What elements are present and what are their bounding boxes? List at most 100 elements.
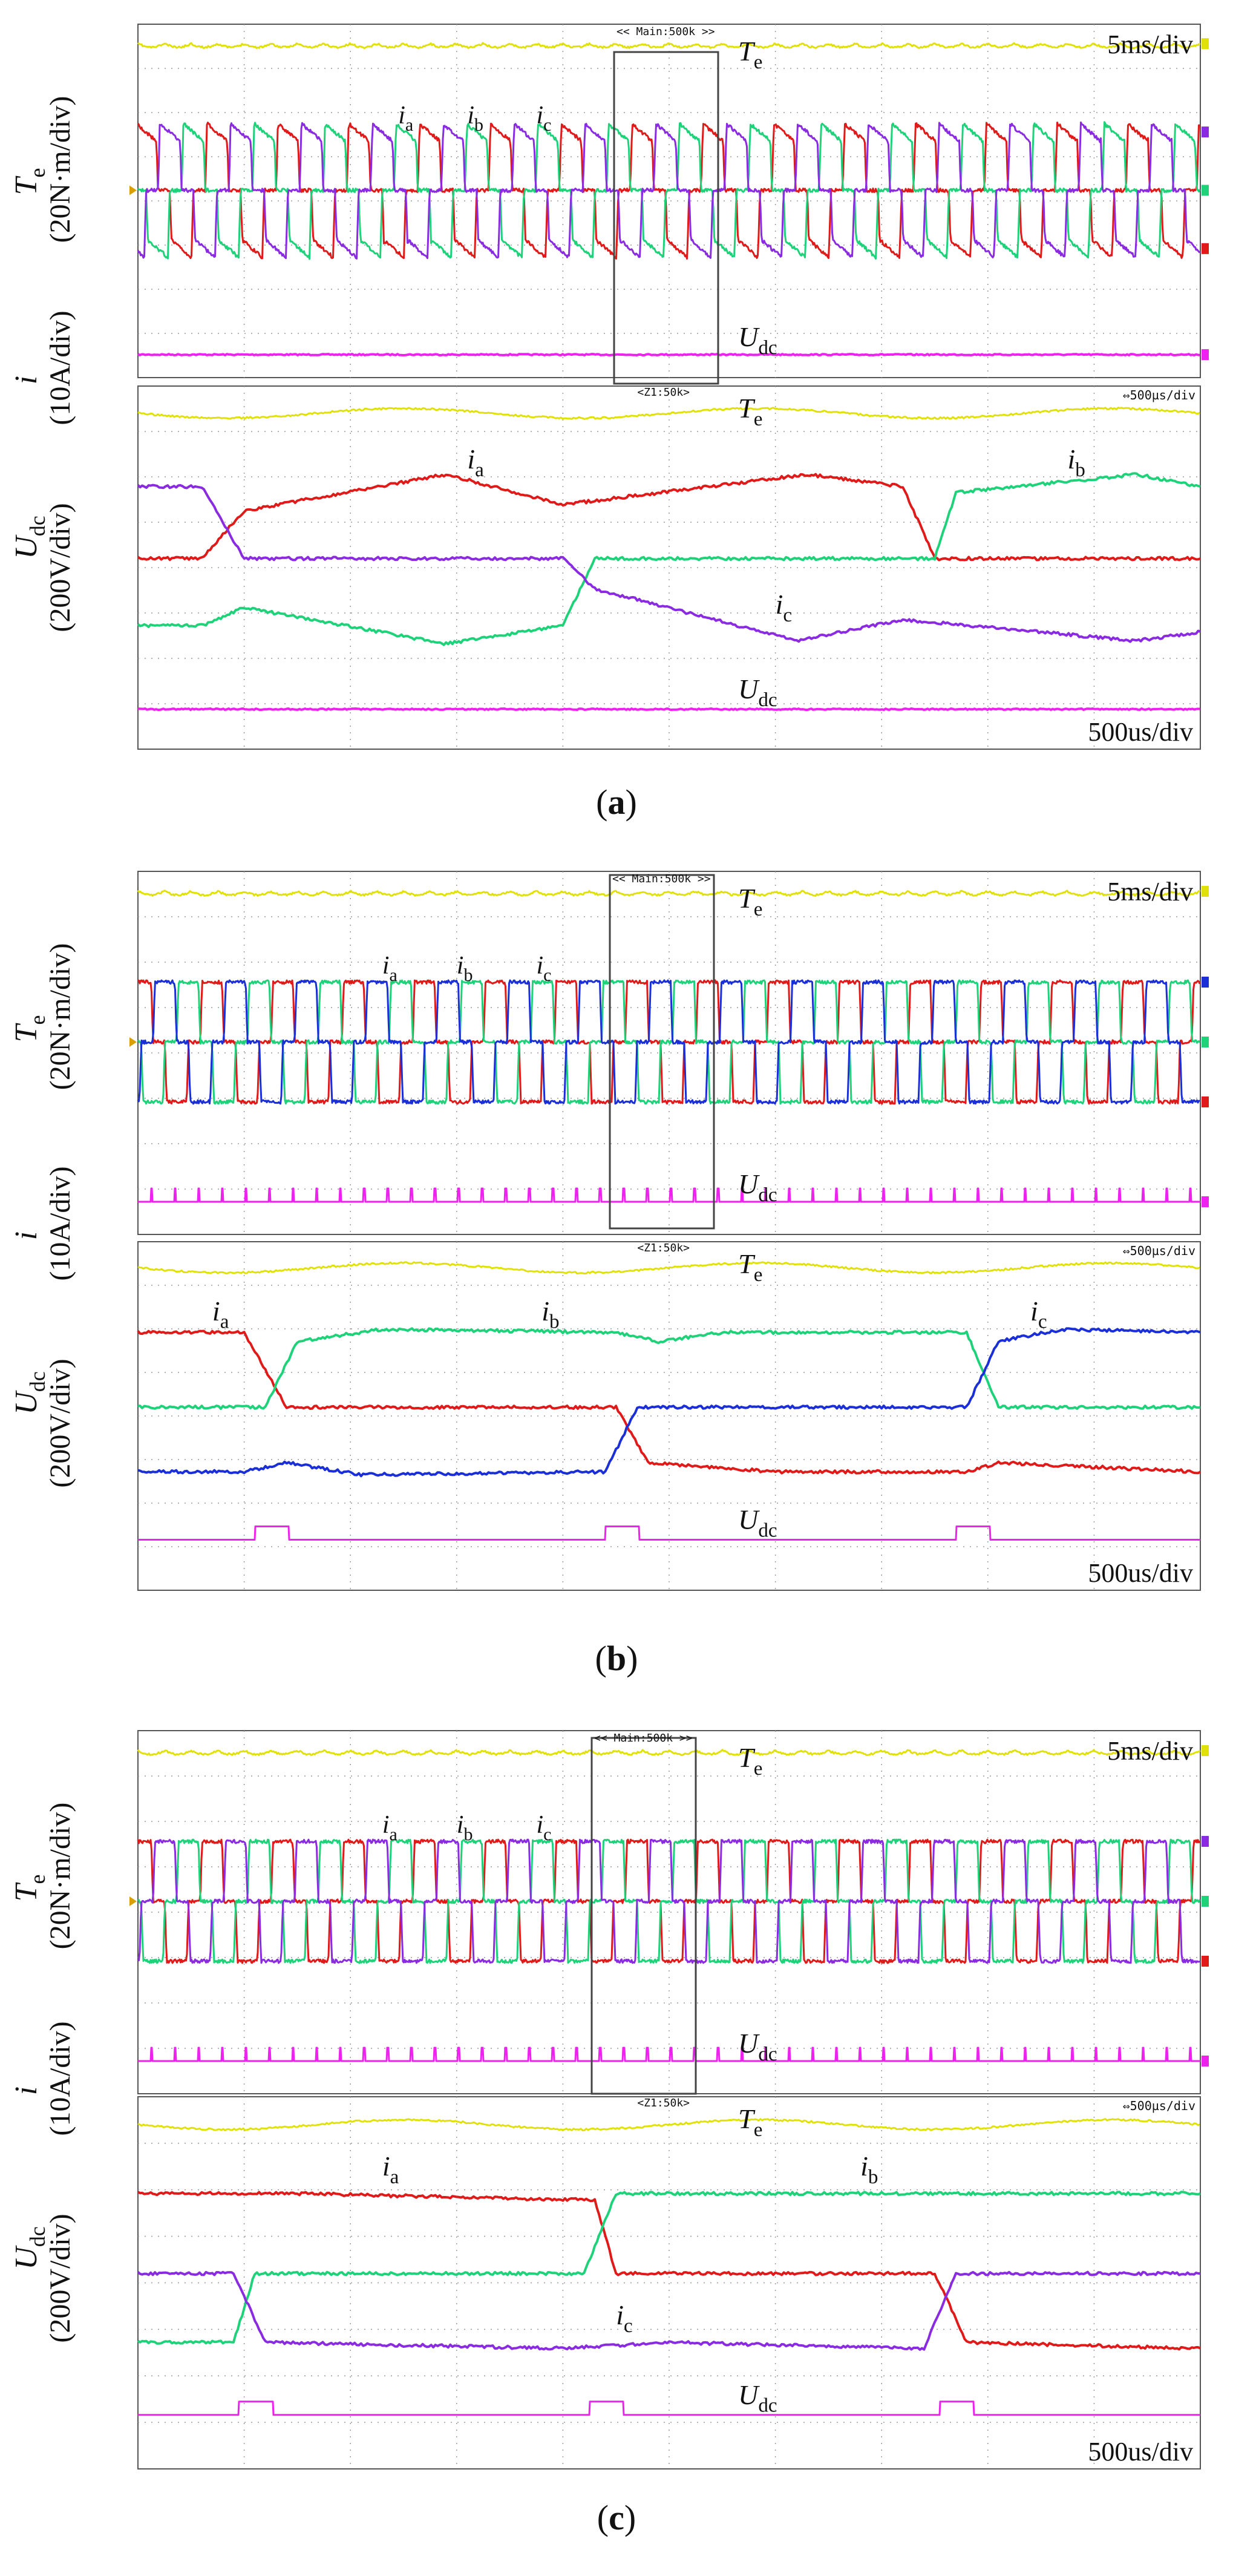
panel-1-top-ic-trace	[137, 979, 1200, 1105]
panel-2-zoom-ia-trace	[137, 2191, 1201, 2351]
panel-1-zoom-Te-trace	[137, 1261, 1200, 1275]
panel-0-axis-Te: Te	[9, 168, 50, 195]
label-main: i	[382, 952, 390, 980]
panel-2-top-ib-trace	[137, 1838, 1201, 1964]
panel-2-zoom-ib-trace	[137, 2191, 1201, 2345]
panel-1-top-Udc-label-sub: dc	[758, 1184, 777, 1206]
panel-2-zoom-ic-label-main: i	[616, 2299, 624, 2330]
panel-0-axis-Udc: Udc	[9, 516, 50, 559]
panel-0-axis-i: i	[9, 376, 44, 384]
panel-1-zoom-ia-label-main: i	[212, 1296, 220, 1326]
panel-1-top-Te-label-sub: e	[754, 898, 763, 920]
panel-1-Udc-marker	[1202, 1196, 1209, 1207]
panel-1-Te-marker	[1202, 886, 1209, 897]
panel-1-zoom-Udc-label-main: U	[738, 1504, 760, 1535]
panel-1-zoom-ic-label-sub: c	[1038, 1311, 1047, 1333]
panel-2-zoom-ib-label-main: i	[860, 2151, 868, 2181]
panel-0-zoom-corner: ⇔500µs/div	[1123, 388, 1195, 402]
axis-main: U	[9, 2245, 44, 2270]
panel-0-zoom-ic-label-sub: c	[783, 604, 792, 626]
panel-0-zoom-Udc-label: Udc	[738, 673, 777, 711]
panel-0-zoom-ia-trace	[137, 473, 1201, 562]
panel-0-zoom-ib-trace	[137, 472, 1201, 646]
panel-1-zoom-Te-label-main: T	[738, 1248, 756, 1279]
caption-open: (	[596, 782, 607, 822]
panel-0-zoom-ib-label-sub: b	[1075, 459, 1085, 481]
panel-1-zoom-Udc-trace	[137, 1526, 1201, 1541]
panel-0-marker-3	[1202, 243, 1209, 254]
panel-0-zoom-Te-label-sub: e	[754, 408, 763, 430]
axis-sub: e	[25, 1015, 50, 1025]
panel-1-zoom-ib-label-sub: b	[549, 1311, 560, 1333]
caption-close: )	[626, 1639, 638, 1678]
axis-sub: e	[25, 1875, 50, 1884]
panel-1-zoom-marker: <Z1:50k>	[637, 1242, 690, 1254]
panel-1-zoom-window	[609, 874, 715, 1230]
panel-0-marker-1	[1202, 126, 1209, 138]
panel-0-top-Udc-label-sub: dc	[758, 336, 777, 359]
panel-1-ground-marker	[129, 1037, 137, 1047]
panel-2-zoom-ia-label-sub: a	[390, 2166, 399, 2188]
panel-2-zoom-Te-trace	[137, 2118, 1200, 2132]
panel-2-marker-3	[1202, 1956, 1209, 1967]
axis-main: U	[9, 534, 44, 559]
panel-1-top-ia-trace	[137, 979, 1201, 1105]
panel-1-top-ib-label: ib	[457, 952, 473, 985]
panel-1-caption: (b)	[595, 1639, 638, 1678]
panel-0-top-Udc-label-main: U	[738, 321, 760, 352]
panel-2-top-timebase: 5ms/div	[1107, 1736, 1193, 1766]
label-sub: c	[543, 115, 551, 135]
panel-1-top-ib-trace	[137, 979, 1201, 1105]
panel-2-zoom-Te-label-sub: e	[754, 2119, 763, 2141]
panel-0-zoom-ia-label-main: i	[467, 444, 475, 474]
panel-0-Te-marker	[1202, 38, 1209, 50]
panel-2-zoom-marker: <Z1:50k>	[637, 2097, 690, 2109]
panel-0-axis-i-unit: (10A/div)	[44, 310, 76, 425]
panel-2-top-Udc-trace	[137, 2047, 1201, 2062]
panel-0-top-Te-label: Te	[738, 36, 762, 73]
panel-2-axis-Te-unit: (20N·m/div)	[44, 1803, 76, 1950]
caption-open: (	[595, 1639, 607, 1678]
label-sub: b	[463, 965, 473, 985]
panel-1-axis-i-unit: (10A/div)	[44, 1166, 76, 1280]
label-sub: a	[405, 115, 413, 135]
panel-1-zoom-corner: ⇔500µs/div	[1123, 1244, 1195, 1258]
panel-1-zoom-ia-label: ia	[212, 1296, 229, 1333]
panel-2-axis-i-unit: (10A/div)	[44, 2021, 76, 2135]
caption-letter: c	[609, 2498, 624, 2537]
panel-1-top-Udc-trace	[137, 1187, 1201, 1203]
panel-0-zoom-Udc-label-sub: dc	[758, 689, 777, 711]
panel-2-zoom-corner: ⇔500µs/div	[1123, 2099, 1195, 2113]
panel-2-zoom-Udc-label-main: U	[738, 2379, 760, 2410]
panel-1-main-marker: << Main:500k >>	[612, 873, 711, 885]
label-main: i	[398, 102, 405, 129]
label-sub: c	[543, 1824, 551, 1844]
panel-1-top-Te-label: Te	[738, 883, 762, 920]
panel-0-zoom-Te-trace	[137, 407, 1200, 420]
panel-1-zoom-Te-label: Te	[738, 1248, 762, 1286]
panel-1-top-Te-trace	[137, 890, 1201, 897]
panel-0-marker-2	[1202, 185, 1209, 196]
caption-close: )	[626, 782, 637, 822]
label-sub: a	[390, 965, 397, 985]
panel-0-main-marker: << Main:500k >>	[616, 25, 715, 38]
label-main: i	[457, 952, 464, 980]
panel-2-top-ib-label: ib	[457, 1811, 473, 1844]
panel-0-zoom-ia-label: ia	[467, 444, 484, 481]
panel-2-Te-marker	[1202, 1745, 1209, 1756]
panel-2-top-Udc-label: Udc	[738, 2028, 777, 2065]
panel-2-top-Udc-label-sub: dc	[758, 2043, 777, 2065]
panel-1-zoom-ic-label-main: i	[1030, 1296, 1038, 1326]
panel-2-top-Te-label-sub: e	[754, 1757, 763, 1780]
panel-1-zoom-ia-label-sub: a	[220, 1311, 229, 1333]
panel-0-axis-Te-unit: (20N·m/div)	[44, 96, 76, 243]
panel-0-zoom-ic-label: ic	[776, 589, 792, 626]
panel-2-zoom-ic-trace	[137, 2270, 1201, 2351]
axis-sub: dc	[25, 1371, 50, 1392]
panel-0-top-ib-label: ib	[467, 102, 483, 135]
axis-main: T	[9, 1882, 44, 1901]
caption-open: (	[597, 2498, 609, 2537]
panel-2-marker-2	[1202, 1896, 1209, 1907]
panel-2-zoom-Te-label: Te	[738, 2103, 762, 2141]
